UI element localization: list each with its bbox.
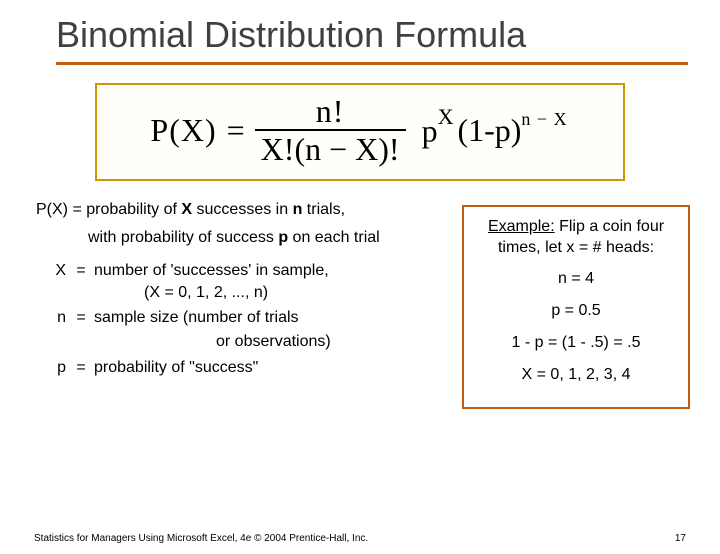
q-base: (1-p) <box>457 112 521 148</box>
p-exp: X <box>438 104 454 129</box>
example-x: X = 0, 1, 2, 3, 4 <box>472 363 680 387</box>
q-exp: n − X <box>521 109 567 129</box>
slide-title: Binomial Distribution Formula <box>56 14 526 56</box>
def-p-eq: = <box>72 357 90 379</box>
example-p: p = 0.5 <box>472 299 680 323</box>
formula-lhs: P(X) <box>150 112 216 149</box>
def-x-eq: = <box>72 260 90 282</box>
def-px-line1: P(X) = probability of X successes in n t… <box>36 199 450 221</box>
formula-eq: = <box>227 112 245 149</box>
footer-left: Statistics for Managers Using Microsoft … <box>34 533 368 544</box>
def-n-sym: n <box>36 307 66 329</box>
def-x: X = number of 'successes' in sample, <box>36 260 450 282</box>
title-bar: Binomial Distribution Formula <box>56 14 688 65</box>
def-p: p = probability of "success" <box>36 357 450 379</box>
example-box: Example: Flip a coin four times, let x =… <box>462 205 690 409</box>
footer: Statistics for Managers Using Microsoft … <box>34 533 686 544</box>
definitions: P(X) = probability of X successes in n t… <box>36 199 450 409</box>
example-header: Example: Flip a coin four times, let x =… <box>472 217 680 259</box>
def-p-txt: probability of "success" <box>94 357 450 379</box>
formula-fraction: n! X!(n − X)! <box>255 95 406 165</box>
formula-q-term: (1-p)n − X <box>457 112 567 149</box>
formula: P(X) = n! X!(n − X)! pX (1-p)n − X <box>150 95 569 165</box>
page-number: 17 <box>675 533 686 544</box>
def-x-txt: number of 'successes' in sample, <box>94 260 450 282</box>
formula-denominator: X!(n − X)! <box>255 129 406 165</box>
def-n: n = sample size (number of trials <box>36 307 450 329</box>
example-n: n = 4 <box>472 267 680 291</box>
def-n-sub: or observations) <box>216 331 450 353</box>
example-q: 1 - p = (1 - .5) = .5 <box>472 331 680 355</box>
example-label: Example: <box>488 218 555 235</box>
p-base: p <box>422 113 438 149</box>
def-n-txt: sample size (number of trials <box>94 307 450 329</box>
def-p-sym: p <box>36 357 66 379</box>
def-n-eq: = <box>72 307 90 329</box>
formula-p-term: pX <box>422 110 454 150</box>
content-area: P(X) = probability of X successes in n t… <box>36 199 690 409</box>
def-x-sub: (X = 0, 1, 2, ..., n) <box>144 282 450 304</box>
def-px-line2: with probability of success p on each tr… <box>88 227 450 249</box>
formula-numerator: n! <box>308 95 353 129</box>
formula-box: P(X) = n! X!(n − X)! pX (1-p)n − X <box>95 83 625 181</box>
def-x-sym: X <box>36 260 66 282</box>
